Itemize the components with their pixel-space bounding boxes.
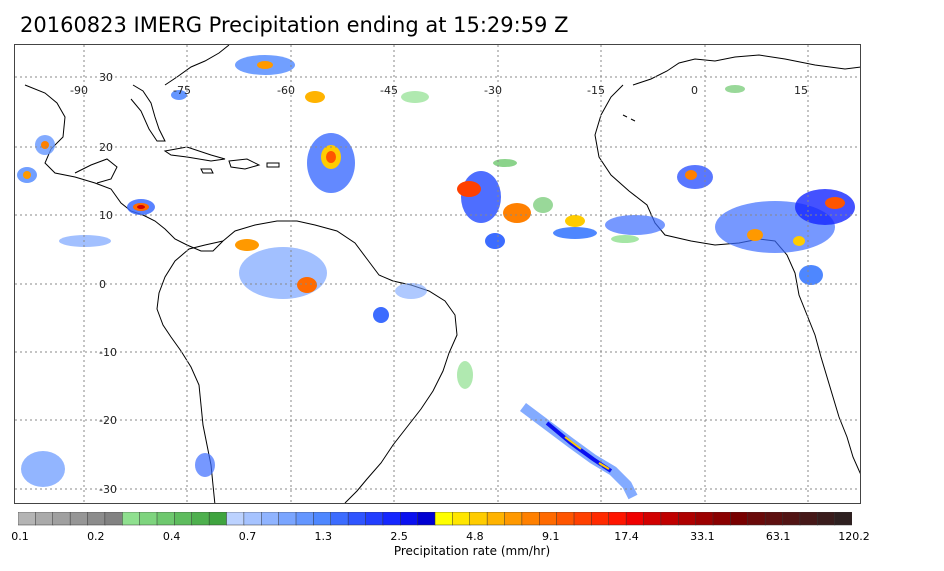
lon-label: -30 [484, 84, 502, 97]
colorbar-segment [608, 512, 627, 526]
lon-label: 0 [691, 84, 698, 97]
colorbar-segment [365, 512, 384, 526]
colorbar-segment [226, 512, 245, 526]
coastline-jamaica [200, 168, 214, 174]
colorbar-segment [591, 512, 610, 526]
colorbar-segment [469, 512, 488, 526]
colorbar-title: Precipitation rate (mm/hr) [393, 544, 551, 558]
colorbar-segment [556, 512, 575, 526]
colorbar-tick-label: 0.1 [11, 530, 29, 543]
colorbar-segment [712, 512, 731, 526]
colorbar-tick-label: 4.8 [466, 530, 484, 543]
colorbar-segment [174, 512, 193, 526]
colorbar-segment [764, 512, 784, 526]
coastline-canary [622, 114, 636, 122]
colorbar-tick-label: 0.2 [87, 530, 105, 543]
precipitation-map: -90 -75 -60 -45 -30 -15 0 15 30 20 10 0 -10 -20 -30 [14, 44, 861, 504]
colorbar-segment [400, 512, 419, 526]
colorbar-tick-label: 2.5 [390, 530, 408, 543]
coastline-puerto-rico [266, 162, 280, 168]
colorbar-segment [782, 512, 801, 526]
colorbar-tick-label: 33.1 [690, 530, 715, 543]
longitude-labels: -90 -75 -60 -45 -30 -15 0 15 [70, 84, 808, 97]
coastline-cuba [163, 146, 226, 162]
coastline-us-east [164, 45, 230, 86]
colorbar [18, 512, 852, 526]
lat-label: 0 [99, 278, 106, 291]
colorbar-segment [156, 512, 175, 526]
coastline-florida [130, 84, 166, 142]
precipitation-field [17, 55, 855, 500]
colorbar-segment [817, 512, 836, 526]
colorbar-segment [678, 512, 697, 526]
graticule [15, 45, 860, 503]
coastline-europe [632, 54, 860, 86]
colorbar-segment [521, 512, 540, 526]
colorbar-tick-label: 1.3 [314, 530, 333, 543]
colorbar-segment [35, 512, 54, 526]
colorbar-segment [278, 512, 297, 526]
colorbar-segment [417, 512, 436, 526]
coastline-yucatan [74, 158, 118, 184]
colorbar-segment [834, 512, 852, 526]
colorbar-segment [504, 512, 523, 526]
latitude-labels: 30 20 10 0 -10 -20 -30 [99, 71, 117, 496]
colorbar-segment [730, 512, 749, 526]
page-title: 20160823 IMERG Precipitation ending at 1… [20, 13, 569, 37]
lon-label: -75 [173, 84, 191, 97]
colorbar-tick-label: 0.4 [162, 530, 181, 543]
colorbar-segment [747, 512, 766, 526]
colorbar-segment [539, 512, 558, 526]
lat-label: 10 [99, 209, 113, 222]
colorbar-segment [104, 512, 123, 526]
colorbar-segment [695, 512, 714, 526]
colorbar-segment [382, 512, 401, 526]
coastline-north-america [24, 84, 224, 252]
colorbar-segment [122, 512, 141, 526]
colorbar-segment [191, 512, 210, 526]
colorbar-segment [295, 512, 314, 526]
lon-label: -15 [587, 84, 605, 97]
lon-label: -60 [277, 84, 295, 97]
colorbar-segment [643, 512, 662, 526]
lon-label: 15 [794, 84, 808, 97]
colorbar-segment [243, 512, 262, 526]
colorbar-segment [139, 512, 158, 526]
colorbar-segment [347, 512, 367, 526]
colorbar-segment [261, 512, 280, 526]
colorbar-segment [313, 512, 332, 526]
lon-label: -90 [70, 84, 88, 97]
coastline-hispaniola [228, 158, 261, 170]
colorbar-segment [660, 512, 679, 526]
lat-label: -30 [99, 483, 117, 496]
colorbar-segment [573, 512, 592, 526]
colorbar-tick-label: 63.1 [765, 530, 791, 543]
colorbar-tick-label: 17.4 [614, 530, 639, 543]
colorbar-segment [208, 512, 228, 526]
lat-label: 30 [99, 71, 113, 84]
coastline-south-america [156, 220, 458, 503]
colorbar-segment [18, 512, 36, 526]
colorbar-tick-label: 120.2 [838, 530, 870, 543]
colorbar-segment [625, 512, 645, 526]
colorbar-segment [69, 512, 89, 526]
colorbar-segment [434, 512, 453, 526]
colorbar-segment [452, 512, 471, 526]
lat-label: -20 [99, 414, 117, 427]
colorbar-segment [799, 512, 818, 526]
map-canvas: -90 -75 -60 -45 -30 -15 0 15 30 20 10 0 -10 -20 -30 [15, 45, 860, 503]
colorbar-segment [330, 512, 349, 526]
lat-label: 20 [99, 141, 113, 154]
lat-label: -10 [99, 346, 117, 359]
colorbar-tick-label: 9.1 [541, 530, 560, 543]
colorbar-segment [52, 512, 71, 526]
colorbar-tick-label: 0.7 [238, 530, 257, 543]
colorbar-segment [486, 512, 506, 526]
lon-label: -45 [380, 84, 398, 97]
colorbar-segment [87, 512, 106, 526]
